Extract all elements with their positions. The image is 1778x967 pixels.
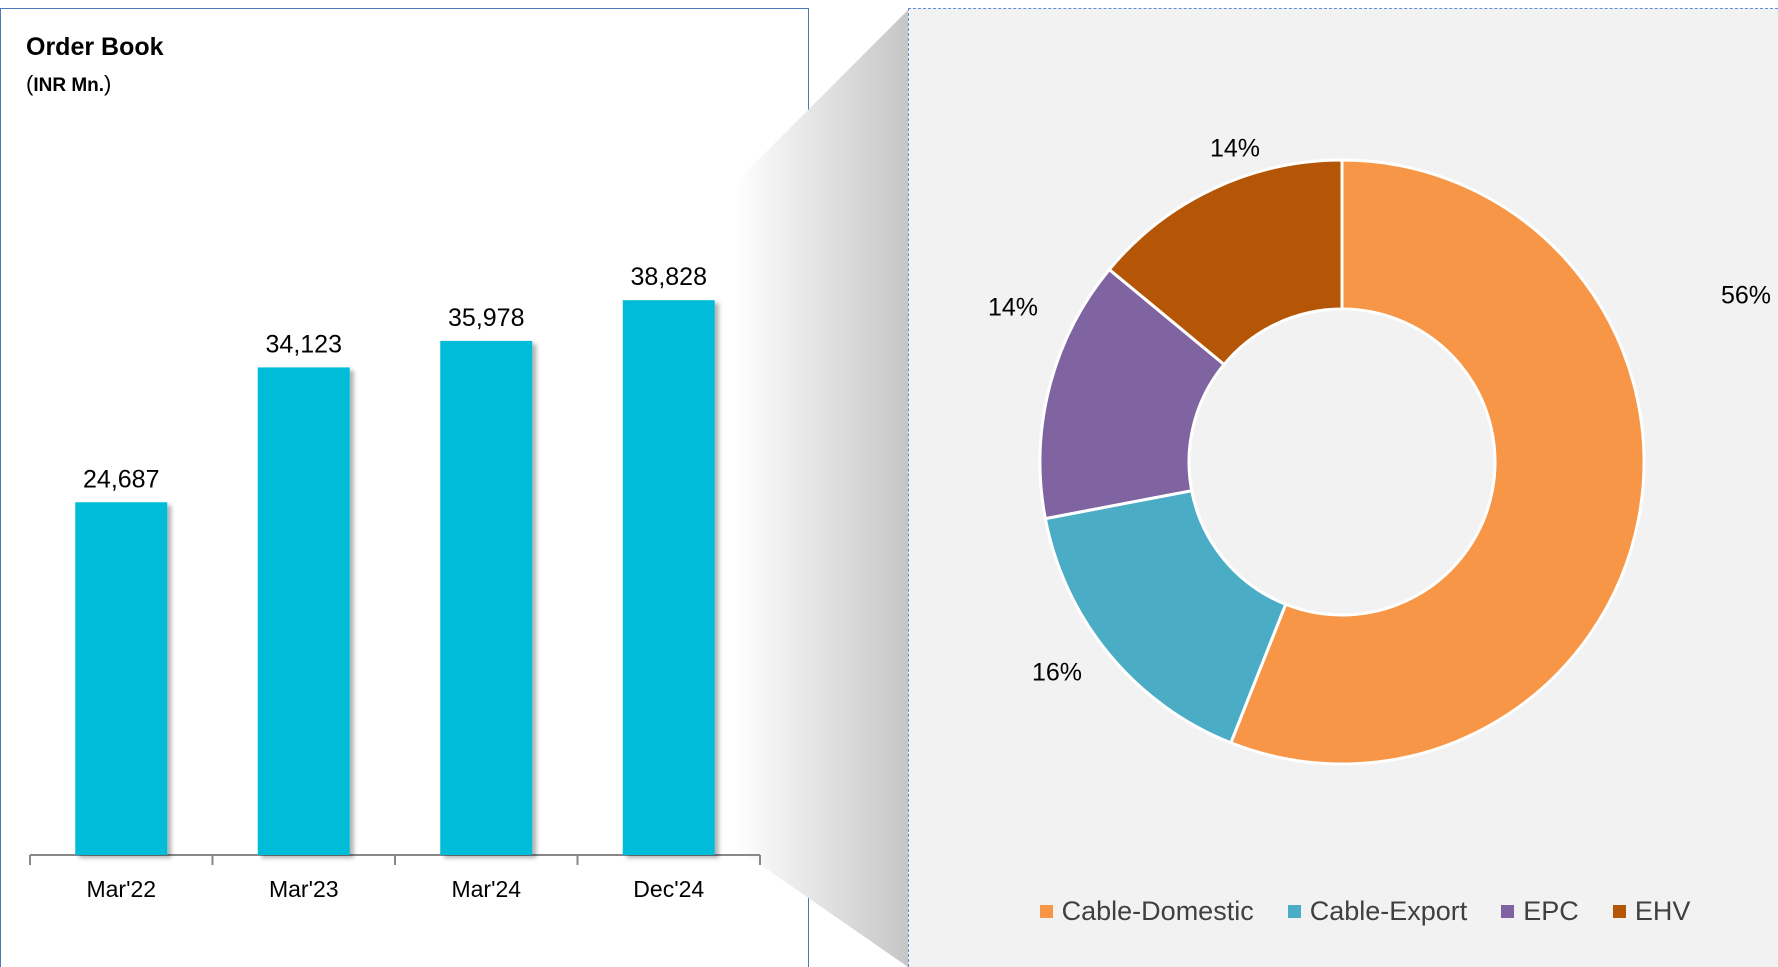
- bar-mar-22: [75, 502, 168, 855]
- x-tick-label: Mar'23: [269, 876, 339, 902]
- donut-pct-label: 14%: [988, 294, 1038, 322]
- x-tick-label: Mar'22: [86, 876, 156, 902]
- bar-dec-24: [622, 300, 715, 855]
- legend-swatch: [1501, 905, 1515, 918]
- bar-mar-24: [440, 340, 533, 855]
- bar-value-label: 34,123: [266, 330, 342, 358]
- legend-label: EPC: [1523, 896, 1579, 926]
- donut-pct-label: 56%: [1721, 282, 1771, 310]
- chart-title: Order Book: [26, 33, 164, 61]
- donut-pct-label: 14%: [1210, 135, 1260, 163]
- legend-item-epc: EPC: [1501, 896, 1579, 927]
- donut-slice-epc: [1038, 267, 1227, 521]
- legend-label: Cable-Domestic: [1061, 896, 1254, 926]
- legend-label: Cable-Export: [1309, 896, 1468, 926]
- legend-item-ehv: EHV: [1612, 896, 1691, 927]
- bar-value-label: 38,828: [631, 263, 707, 291]
- bar-value-label: 24,687: [83, 465, 159, 493]
- legend-label: EHV: [1634, 896, 1691, 926]
- donut-legend: Cable-Domestic Cable-Export EPC EHV: [1015, 896, 1715, 927]
- legend-item-cable-domestic: Cable-Domestic: [1039, 896, 1254, 927]
- bar-value-label: 35,978: [448, 304, 524, 332]
- x-tick-label: Mar'24: [451, 876, 521, 902]
- x-tick-label: Dec'24: [633, 876, 704, 902]
- donut-slice-cable-domestic: [1228, 158, 1646, 766]
- bar-mar-23: [257, 367, 350, 855]
- legend-swatch: [1039, 905, 1053, 918]
- donut-pct-label: 16%: [1032, 659, 1082, 687]
- legend-swatch: [1287, 905, 1301, 918]
- legend-item-cable-export: Cable-Export: [1287, 896, 1468, 927]
- donut-slice-ehv: [1107, 158, 1344, 367]
- chart-subtitle-text: INR Mn.: [33, 75, 105, 96]
- donut-slice-cable-export: [1043, 488, 1288, 745]
- legend-swatch: [1612, 905, 1626, 918]
- chart-subtitle: (INR Mn.): [26, 71, 112, 96]
